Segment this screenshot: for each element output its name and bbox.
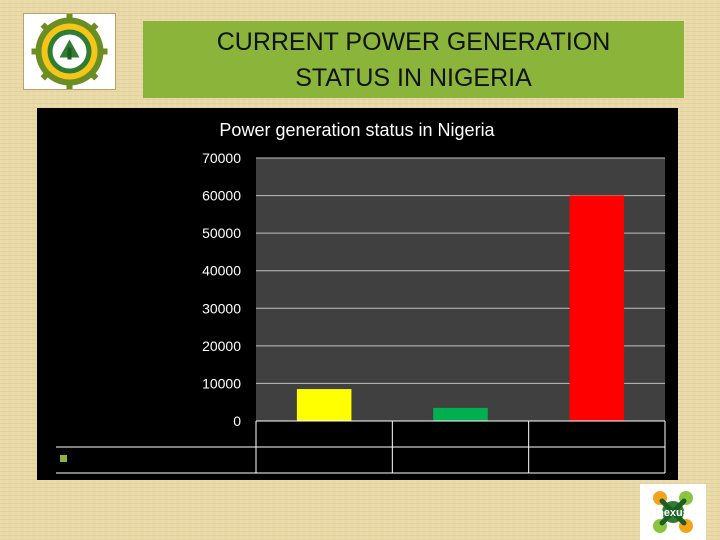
y-tick-label: 20000 — [202, 338, 241, 354]
legend-key — [60, 455, 67, 462]
nexus-logo-icon: nexus — [653, 491, 693, 533]
title-banner: CURRENT POWER GENERATION STATUS IN NIGER… — [143, 21, 684, 98]
gear-emblem-logo-icon — [31, 14, 108, 89]
page-title: CURRENT POWER GENERATION STATUS IN NIGER… — [216, 27, 611, 92]
y-tick-label: 0 — [233, 413, 241, 429]
bar — [569, 195, 625, 421]
y-tick-label: 50000 — [202, 225, 241, 241]
bar-chart: Power generation status in Nigeria 0 1000… — [56, 120, 666, 474]
gear-emblem-logo — [23, 13, 116, 90]
nexus-logo: nexus — [640, 484, 706, 540]
y-tick-label: 60000 — [202, 188, 241, 204]
chart-title: Power generation status in Nigeria — [219, 120, 495, 140]
chart-panel: Power generation status in Nigeria 0 1000… — [37, 108, 678, 480]
nexus-logo-text: nexus — [657, 507, 689, 519]
bar — [433, 407, 488, 421]
y-tick-label: 30000 — [202, 300, 241, 316]
bar — [296, 389, 352, 421]
y-tick-label: 40000 — [202, 263, 241, 279]
y-tick-label: 10000 — [202, 375, 241, 391]
y-tick-label: 70000 — [202, 150, 241, 166]
